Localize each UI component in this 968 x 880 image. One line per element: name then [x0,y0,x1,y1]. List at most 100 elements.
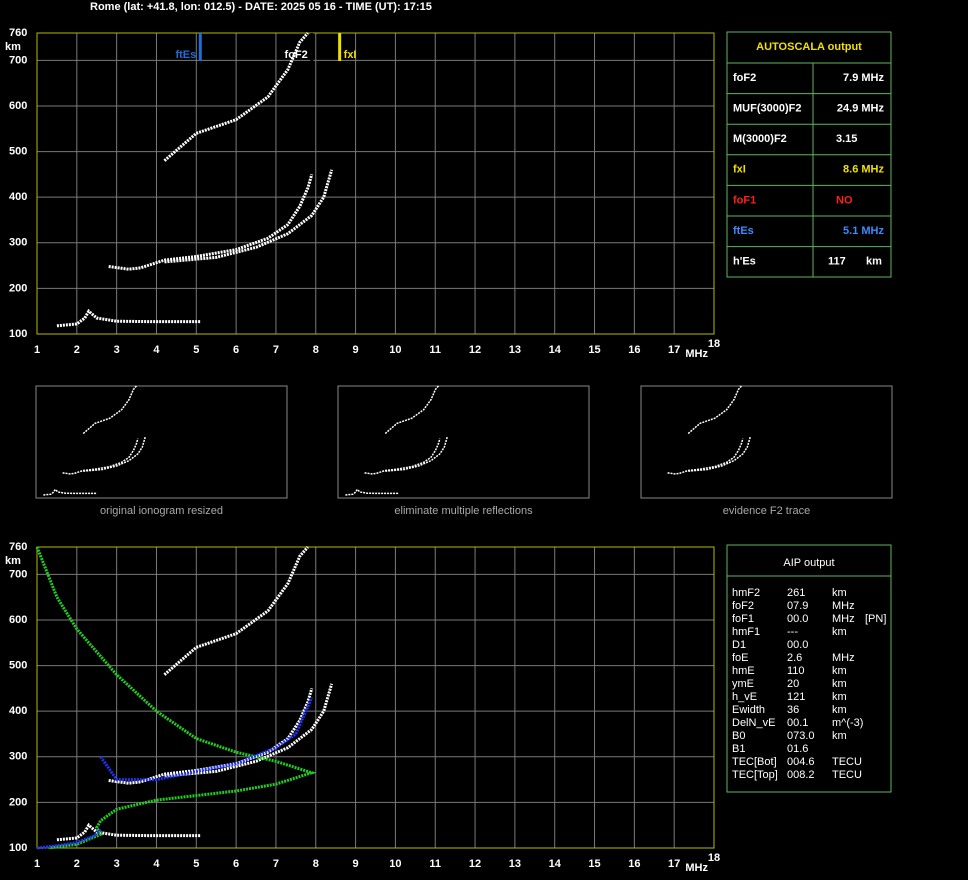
x-tick-label: 8 [313,858,319,870]
y-tick-label: 400 [9,705,27,717]
x-tick-label: 11 [429,858,441,870]
y-axis-label: km [5,41,21,53]
aip-cell: km [832,691,847,703]
aip-cell: Ewidth [732,704,765,716]
row-value: 3.15 [836,133,857,145]
x-tick-label: 14 [549,344,562,356]
aip-cell: ymE [732,678,754,690]
x-tick-label: 16 [628,858,640,870]
y-tick-label: 500 [9,145,27,157]
y-tick-label: 700 [9,568,27,580]
plot-frame [36,546,715,849]
x-tick-label: 10 [389,344,401,356]
marker-label: foF2 [285,49,308,61]
x-tick-label: 12 [469,858,481,870]
aip-cell: 110 [787,665,805,677]
trace [163,32,309,162]
thumbnail-caption: evidence F2 trace [723,505,810,517]
aip-cell: m^(-3) [832,717,863,729]
aip-cell: km [832,587,847,599]
trace [99,696,314,782]
x-tick-label: 1 [34,858,40,870]
aip-cell: km [832,704,847,716]
aip-cell: DelN_vE [732,717,775,729]
x-tick-label: 13 [509,344,521,356]
x-tick-label: 17 [668,858,680,870]
x-tick-label: 2 [74,344,80,356]
aip-cell: 00.0 [787,639,808,651]
aip-cell: 01.6 [787,743,808,755]
aip-cell: TECU [832,756,862,768]
aip-frame [726,544,892,793]
trace [164,683,334,778]
y-tick-label: 200 [9,796,27,808]
x-tick-label: 17 [668,344,680,356]
plot-frame [36,32,715,335]
trace [163,546,309,676]
aip-cell: 2.6 [787,652,802,664]
y-tick-label: 300 [9,237,27,249]
x-tick-label: 18 [708,338,720,350]
row-value: 8.6 MHz [843,164,884,176]
x-tick-label: 13 [509,858,521,870]
aip-cell: 36 [787,704,799,716]
row-label: M(3000)F2 [733,133,787,145]
y-tick-label: 100 [9,842,27,854]
aip-cell: --- [787,626,798,638]
y-tick-label: 400 [9,191,27,203]
aip-cell: D1 [732,639,746,651]
aip-cell: km [832,678,847,690]
x-tick-label: 8 [313,344,319,356]
trace [56,822,201,842]
aip-cell: MHz [832,652,855,664]
row-value: 5.1 MHz [843,225,884,237]
aip-cell: 00.0 [787,613,808,625]
x-tick-label: 9 [353,858,359,870]
x-tick-label: 7 [273,858,279,870]
thumbnail-frame [640,385,893,499]
y-tick-label: 700 [9,54,27,66]
trace [345,488,399,496]
x-tick-label: 18 [708,852,720,864]
row-label: MUF(3000)F2 [733,103,801,115]
row-label: ftEs [733,225,754,237]
aip-cell: km [832,626,847,638]
x-tick-label: 15 [588,344,600,356]
y-tick-label: 500 [9,659,27,671]
thumbnail-frame [337,385,590,499]
y-tick-label: 760 [9,541,27,553]
trace [384,385,439,435]
x-axis-label: MHz [685,348,708,360]
aip-cell: km [832,665,847,677]
aip-cell: MHz [832,600,855,612]
aip-cell: MHz [832,613,855,625]
aip-cell: hmE [732,665,755,677]
trace [36,828,102,850]
trace [83,436,146,472]
trace [667,438,744,475]
aip-cell: 008.2 [787,769,815,781]
row-label: foF1 [733,194,756,206]
x-tick-label: 7 [273,344,279,356]
x-tick-label: 3 [114,344,120,356]
x-tick-label: 12 [469,344,481,356]
x-tick-label: 16 [628,344,640,356]
row-label: fxI [733,164,746,176]
aip-cell: TECU [832,769,862,781]
trace [687,385,742,435]
row-value: 7.9 MHz [843,72,884,84]
thumbnail-caption: eliminate multiple reflections [394,505,533,517]
aip-cell: hmF2 [732,587,760,599]
aip-cell: 00.1 [787,717,808,729]
aip-cell: B1 [732,743,745,755]
aip-cell: hmF1 [732,626,760,638]
aip-cell: [PN] [865,613,886,625]
aip-title: AIP output [783,557,834,569]
x-tick-label: 3 [114,858,120,870]
aip-cell: h_vE [732,691,757,703]
trace [62,438,139,475]
marker-label: ftEs [175,49,196,61]
aip-cell: 07.9 [787,600,808,612]
x-tick-label: 10 [389,858,401,870]
